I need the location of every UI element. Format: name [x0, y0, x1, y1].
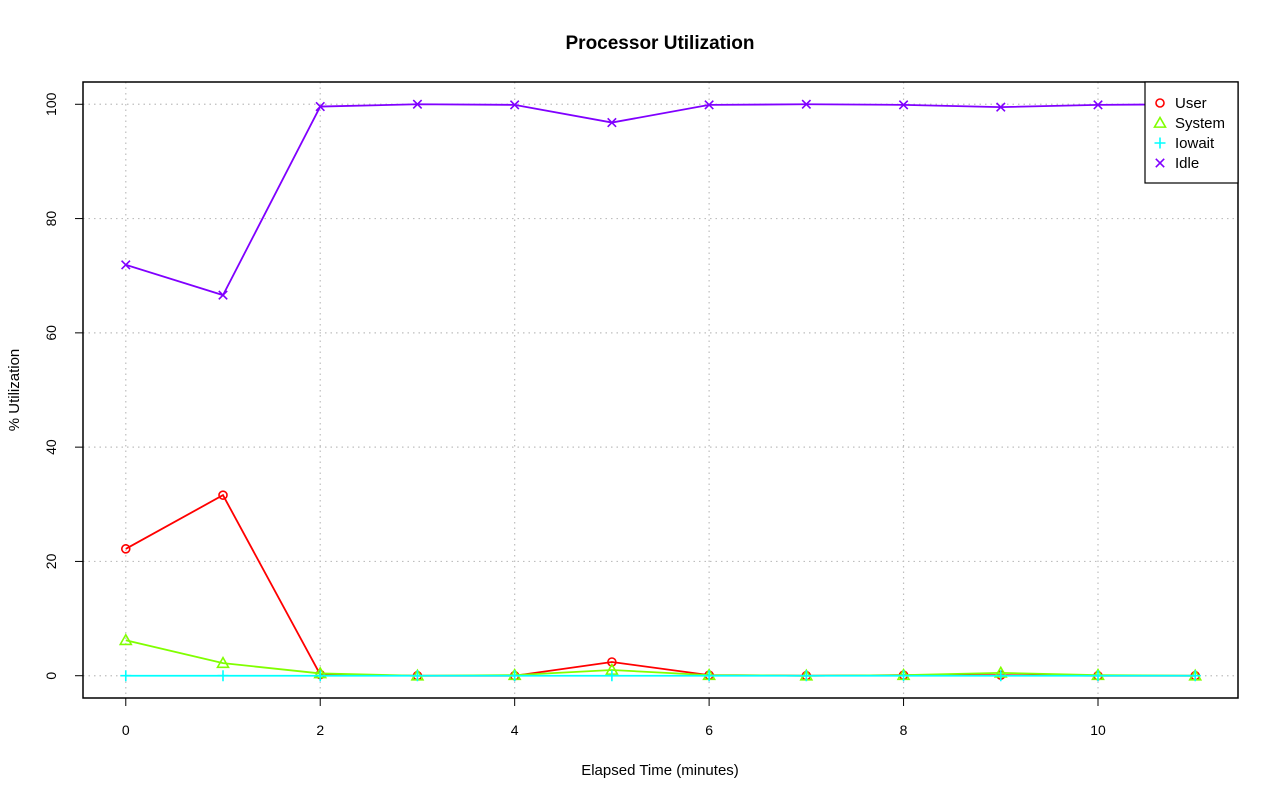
x-tick-label: 6: [705, 722, 713, 738]
x-tick-label: 0: [122, 722, 130, 738]
x-tick-label: 4: [511, 722, 519, 738]
y-tick-label: 60: [43, 325, 59, 341]
data-point-system: [216, 656, 230, 669]
legend-marker-idle: [1155, 158, 1165, 168]
data-point-iowait: [120, 670, 132, 682]
data-point-iowait: [411, 670, 423, 682]
x-axis-label: Elapsed Time (minutes): [581, 762, 739, 779]
data-point-idle: [121, 260, 131, 270]
x-tick-label: 2: [316, 722, 324, 738]
y-tick-label: 100: [43, 92, 59, 116]
data-point-iowait: [217, 670, 229, 682]
plot-frame: [82, 81, 1239, 699]
series-layer: [118, 99, 1203, 682]
data-point-idle: [607, 117, 617, 128]
data-point-user: [120, 544, 131, 554]
y-tick-label: 0: [43, 672, 59, 680]
data-point-idle: [898, 100, 909, 110]
y-tick-label: 20: [43, 553, 59, 569]
data-point-iowait: [995, 670, 1007, 682]
data-point-idle: [509, 100, 520, 110]
series-line-user: [125, 493, 1196, 677]
legend-label-idle: Idle: [1175, 155, 1199, 172]
legend-label-user: User: [1175, 95, 1207, 112]
data-point-iowait: [509, 670, 521, 682]
y-tick-label: 80: [43, 211, 59, 227]
data-point-iowait: [800, 670, 812, 682]
data-point-idle: [801, 99, 812, 110]
data-point-idle: [315, 101, 325, 112]
data-point-iowait: [898, 670, 910, 682]
data-point-idle: [412, 99, 423, 110]
series-idle: [121, 99, 1200, 300]
series-iowait: [120, 670, 1201, 682]
y-axis-label: % Utilization: [6, 349, 23, 432]
data-point-system: [118, 633, 133, 646]
data-point-user: [218, 490, 228, 500]
data-point-idle: [1093, 100, 1103, 110]
series-line-system: [125, 639, 1196, 677]
legend-marker-iowait: [1154, 137, 1166, 149]
legend-marker-system: [1153, 115, 1167, 128]
data-point-iowait: [606, 670, 618, 682]
x-tick-label: 10: [1090, 722, 1106, 738]
chart-title: Processor Utilization: [566, 33, 755, 54]
data-point-iowait: [1189, 670, 1201, 682]
y-tick-label: 40: [43, 439, 59, 455]
data-point-idle: [218, 290, 228, 300]
data-point-iowait: [703, 670, 715, 682]
series-system: [118, 633, 1203, 681]
series-line-idle: [125, 103, 1196, 297]
legend: User System Iowait Idle: [1144, 81, 1239, 184]
series-user: [120, 490, 1201, 681]
legend-label-iowait: Iowait: [1175, 135, 1215, 152]
data-point-idle: [704, 100, 714, 110]
legend-label-system: System: [1175, 115, 1225, 132]
data-point-iowait: [314, 670, 326, 682]
data-point-iowait: [1092, 670, 1104, 682]
legend-marker-user: [1155, 98, 1165, 108]
grid: [83, 82, 1238, 698]
data-point-idle: [996, 102, 1006, 112]
x-tick-label: 8: [900, 722, 908, 738]
